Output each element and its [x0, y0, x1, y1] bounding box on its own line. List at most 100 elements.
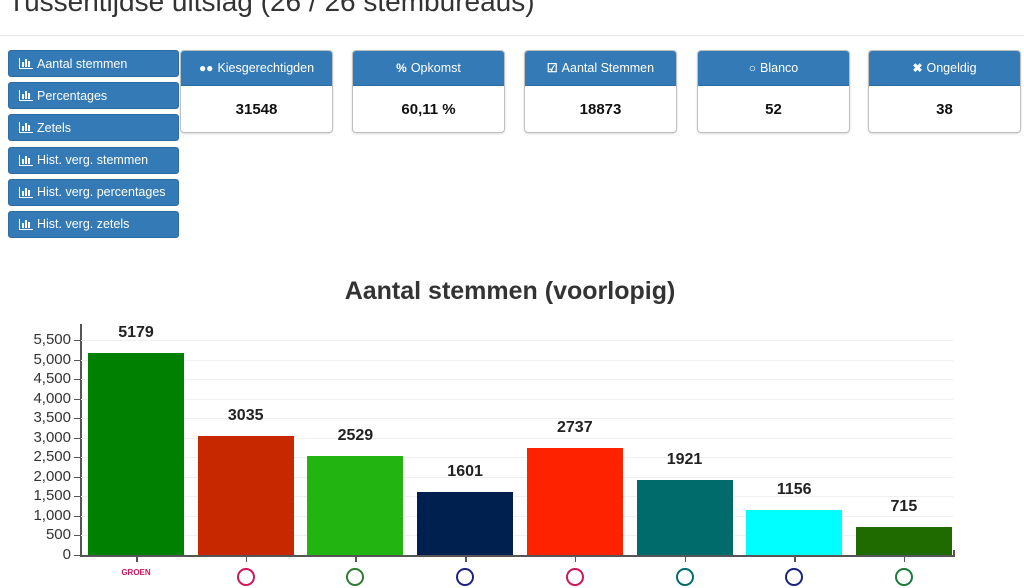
x-tick	[794, 556, 796, 562]
y-tick-label: 4,000	[0, 391, 80, 406]
bar[interactable]	[855, 527, 952, 555]
bar[interactable]	[526, 447, 623, 555]
users-icon: ●●	[198, 61, 214, 75]
circle-icon: ○	[748, 61, 756, 75]
x-tick	[355, 556, 357, 562]
gridline	[81, 496, 953, 498]
x-tick	[574, 556, 577, 562]
stat-value: 60,11 %	[401, 100, 456, 118]
gridline	[81, 535, 953, 537]
stat-label: Kiesgerechtigden	[217, 61, 315, 75]
gridline	[81, 359, 953, 361]
nav-hist-stemmen-button[interactable]: Hist. verg. stemmen	[8, 146, 179, 174]
party-logo-icon: GROEN	[121, 568, 151, 577]
bar-value-label: 1921	[666, 450, 703, 468]
nav-label: Hist. verg. stemmen	[37, 153, 149, 168]
gridline	[81, 339, 953, 341]
nav-label: Aantal stemmen	[37, 56, 128, 71]
x-axis-end-tick	[953, 550, 955, 557]
title-divider	[0, 35, 1024, 36]
x-axis	[80, 555, 954, 557]
stat-header: ☑ Aantal Stemmen	[525, 51, 676, 86]
bar-value-label: 2529	[337, 427, 374, 445]
y-tick-label: 5,500	[0, 332, 80, 347]
x-icon: ✖	[912, 61, 923, 75]
stat-ongeldig: ✖ Ongeldig 38	[868, 50, 1021, 133]
percent-icon: %	[396, 61, 407, 75]
stat-blanco: ○ Blanco 52	[697, 50, 850, 133]
nav-aantal-stemmen-button[interactable]: Aantal stemmen	[8, 50, 179, 77]
party-logo-icon	[445, 568, 485, 586]
stat-value: 52	[765, 100, 782, 118]
bar-value-label: 1156	[776, 480, 812, 498]
party-logo-icon	[226, 568, 266, 586]
stat-label: Blanco	[760, 61, 799, 75]
bar[interactable]	[197, 436, 294, 555]
party-logo-icon	[335, 568, 375, 586]
x-tick	[903, 556, 906, 562]
nav-label: Hist. verg. zetels	[37, 217, 130, 232]
y-tick-label: 5,000	[0, 352, 80, 367]
page-title: Tussentijdse uitslag (26 / 26 stembureau…	[8, 0, 535, 17]
y-tick-label: 500	[0, 527, 80, 542]
party-logo-icon	[555, 568, 595, 586]
bar-chart-icon	[19, 122, 33, 134]
bar-value-label: 1601	[447, 463, 483, 481]
chart-title: Aantal stemmen (voorlopig)	[344, 277, 676, 305]
gridline	[81, 398, 953, 400]
y-tick-label: 2,000	[0, 469, 80, 484]
nav-percentages-button[interactable]: Percentages	[8, 82, 179, 110]
x-tick	[465, 556, 467, 562]
stat-aantal-stemmen: ☑ Aantal Stemmen 18873	[524, 50, 677, 133]
y-tick-label: 2,500	[0, 449, 80, 464]
gridline	[81, 437, 953, 439]
stat-value: 38	[936, 100, 953, 118]
nav-zetels-button[interactable]: Zetels	[8, 114, 179, 142]
nav-hist-percentages-button[interactable]: Hist. verg. percentages	[8, 178, 179, 206]
bar-value-label: 3035	[227, 407, 264, 425]
stat-value: 31548	[235, 100, 278, 118]
stat-label: Aantal Stemmen	[561, 61, 655, 75]
bar-chart-icon	[19, 154, 33, 166]
stat-opkomst: % Opkomst 60,11 %	[352, 50, 505, 133]
y-tick-label: 1,000	[0, 508, 80, 523]
stat-label: Opkomst	[410, 61, 461, 75]
y-tick-label: 0	[0, 547, 80, 562]
bar-value-label: 5179	[118, 323, 154, 341]
nav-label: Zetels	[37, 120, 72, 135]
bar[interactable]	[746, 509, 843, 555]
gridline	[81, 515, 953, 517]
bar[interactable]	[636, 479, 733, 555]
y-axis	[80, 324, 82, 556]
x-tick	[684, 556, 686, 562]
y-tick-label: 3,000	[0, 430, 80, 445]
chart-nav: Aantal stemmen Percentages Zetels Hist. …	[8, 50, 179, 243]
y-tick-label: 4,500	[0, 371, 80, 386]
bar[interactable]	[88, 352, 184, 555]
x-tick	[245, 556, 248, 562]
stat-value: 18873	[579, 100, 622, 118]
gridline	[81, 457, 953, 459]
stat-header: ✖ Ongeldig	[869, 51, 1020, 86]
bar-chart-icon	[19, 186, 33, 198]
bar-chart: 0 500 1,000 1,500 2,000 2,500 3,000 3,500 4,000 4…	[0, 320, 1024, 586]
stat-label: Ongeldig	[926, 61, 977, 75]
check-square-icon: ☑	[546, 61, 558, 75]
party-logo-icon	[774, 568, 814, 586]
bar[interactable]	[307, 456, 404, 555]
nav-hist-zetels-button[interactable]: Hist. verg. zetels	[8, 210, 179, 238]
stat-header: ○ Blanco	[698, 51, 849, 86]
stat-header: ●● Kiesgerechtigden	[181, 51, 332, 86]
bar[interactable]	[417, 492, 514, 555]
gridline	[81, 418, 953, 420]
bar-chart-icon	[19, 90, 33, 102]
y-tick-label: 3,500	[0, 410, 80, 425]
y-tick-label: 1,500	[0, 488, 80, 503]
bar-value-label: 2737	[557, 418, 593, 436]
nav-label: Percentages	[37, 88, 108, 103]
stat-header: % Opkomst	[353, 51, 504, 86]
stat-kiesgerechtigden: ●● Kiesgerechtigden 31548	[180, 50, 333, 133]
x-tick	[136, 556, 138, 562]
gridline	[81, 476, 953, 478]
nav-label: Hist. verg. percentages	[37, 185, 166, 200]
